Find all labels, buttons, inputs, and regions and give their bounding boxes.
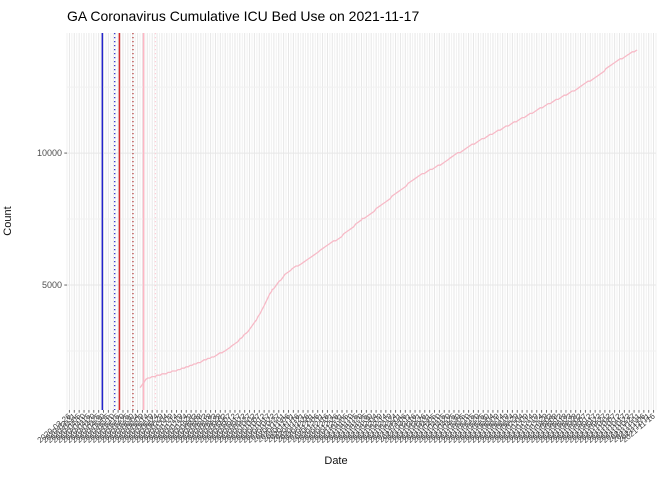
chart-title: GA Coronavirus Cumulative ICU Bed Use on…	[67, 8, 420, 24]
series-cumulative-icu-bed-use	[139, 49, 638, 389]
x-axis-title: Date	[324, 455, 348, 467]
x-tick-labels: 2020-03-262020-03-312020-04-052020-04-10…	[36, 411, 658, 445]
y-tick-label: 10000	[37, 148, 62, 158]
reference-lines	[101, 33, 156, 410]
y-tick-labels: 5000 10000	[37, 148, 62, 290]
vertical-gridlines	[66, 33, 657, 410]
axis-ticks	[64, 152, 655, 413]
y-tick-label: 5000	[42, 280, 62, 290]
